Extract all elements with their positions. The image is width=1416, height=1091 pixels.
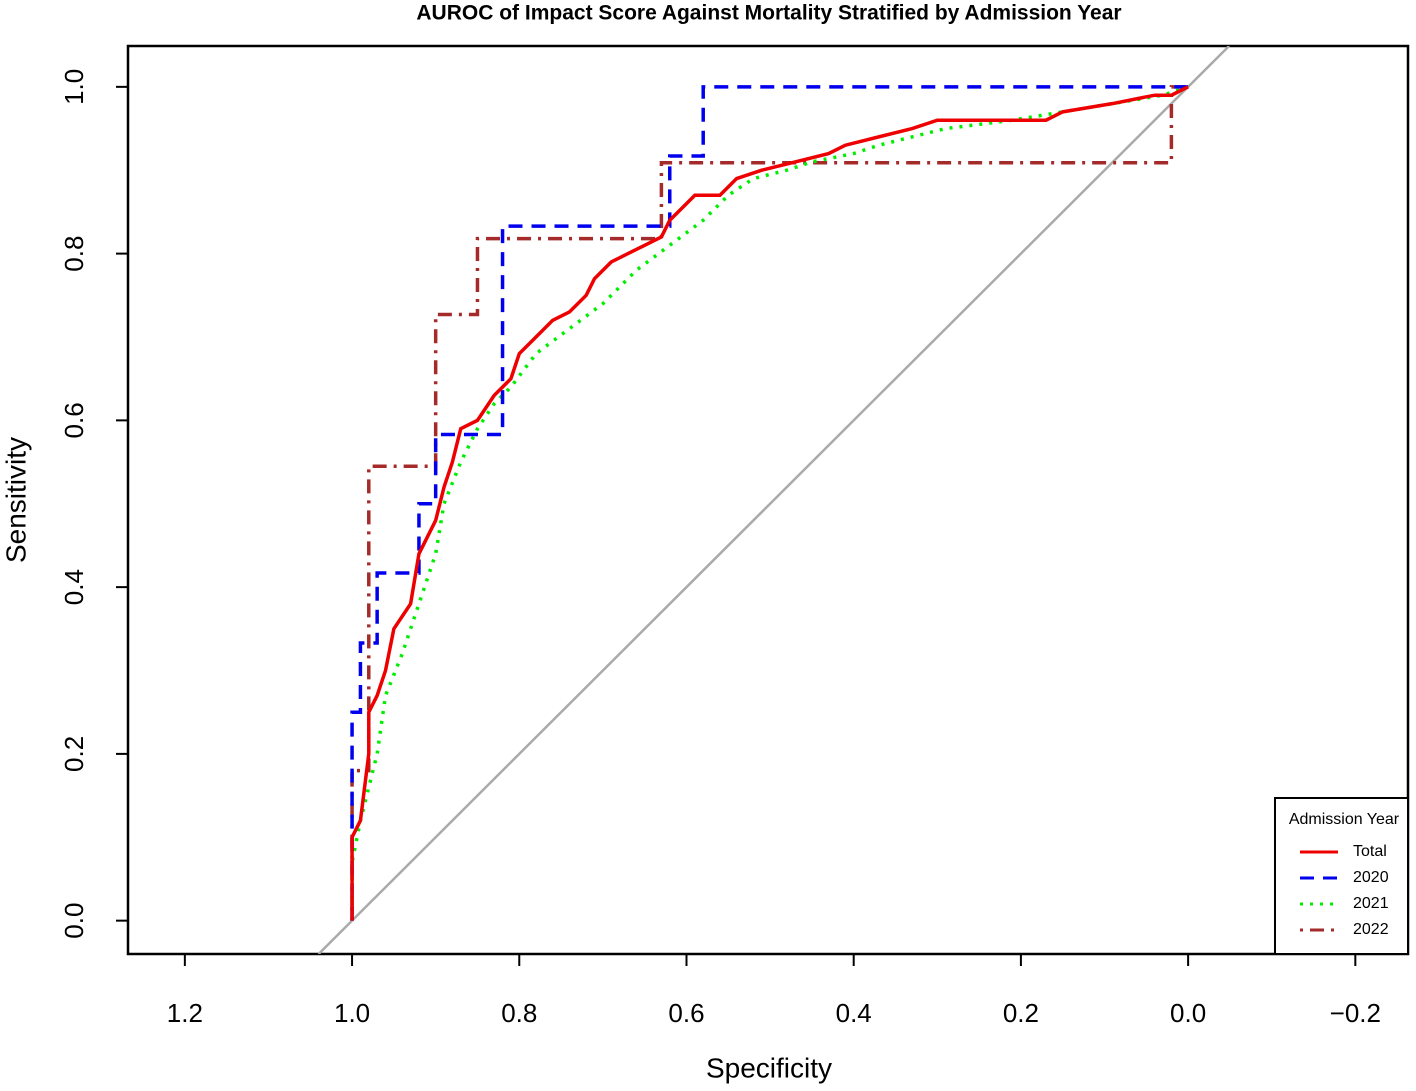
- x-tick-label: 0.2: [1003, 998, 1039, 1028]
- y-tick-label: 0.2: [59, 736, 89, 772]
- x-tick-label: −0.2: [1330, 998, 1381, 1028]
- y-tick-label: 0.4: [59, 569, 89, 605]
- legend-title: Admission Year: [1289, 811, 1400, 828]
- roc-line: [350, 85, 1189, 921]
- x-tick-label: 0.4: [836, 998, 872, 1028]
- x-tick-label: 1.0: [334, 998, 370, 1028]
- chart-title: AUROC of Impact Score Against Mortality …: [416, 2, 1121, 25]
- legend-label: 2020: [1353, 869, 1389, 886]
- x-tick-label: 1.2: [167, 998, 203, 1028]
- x-tick-label: 0.6: [668, 998, 704, 1028]
- roc-line: [350, 85, 1189, 921]
- legend-label: Total: [1353, 843, 1387, 860]
- y-tick-label: 0.8: [59, 236, 89, 272]
- x-tick-label: 0.0: [1170, 998, 1206, 1028]
- legend-label: 2021: [1353, 895, 1389, 912]
- legend-box: [1274, 797, 1409, 955]
- roc-line: [350, 85, 1189, 921]
- plot-frame: [126, 44, 1410, 956]
- x-axis-label: Specificity: [706, 1052, 832, 1083]
- roc-line: [350, 85, 1189, 921]
- y-tick-label: 1.0: [59, 69, 89, 105]
- reference-line: [317, 46, 1230, 954]
- y-tick-label: 0.0: [59, 903, 89, 939]
- y-axis-label: Sensitivity: [0, 437, 31, 563]
- x-tick-label: 0.8: [501, 998, 537, 1028]
- legend-label: 2022: [1353, 921, 1389, 938]
- y-tick-label: 0.6: [59, 402, 89, 438]
